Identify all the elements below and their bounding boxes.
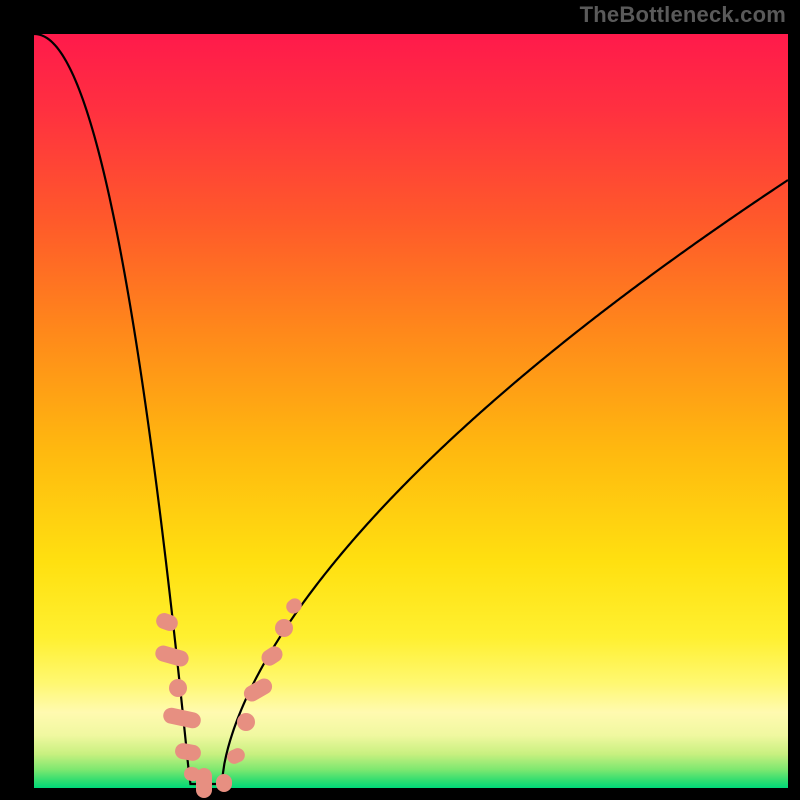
data-marker (283, 595, 304, 616)
chart-root: TheBottleneck.com (0, 0, 800, 800)
bottleneck-curve (34, 34, 788, 784)
data-marker (153, 644, 190, 669)
data-marker (237, 713, 255, 731)
data-marker (216, 774, 232, 792)
watermark-text: TheBottleneck.com (580, 2, 786, 28)
data-marker (196, 768, 212, 798)
data-marker (169, 679, 187, 697)
data-markers (153, 595, 304, 798)
data-marker (154, 611, 180, 634)
data-marker (174, 742, 202, 762)
data-marker (275, 619, 293, 637)
chart-overlay (0, 0, 800, 800)
